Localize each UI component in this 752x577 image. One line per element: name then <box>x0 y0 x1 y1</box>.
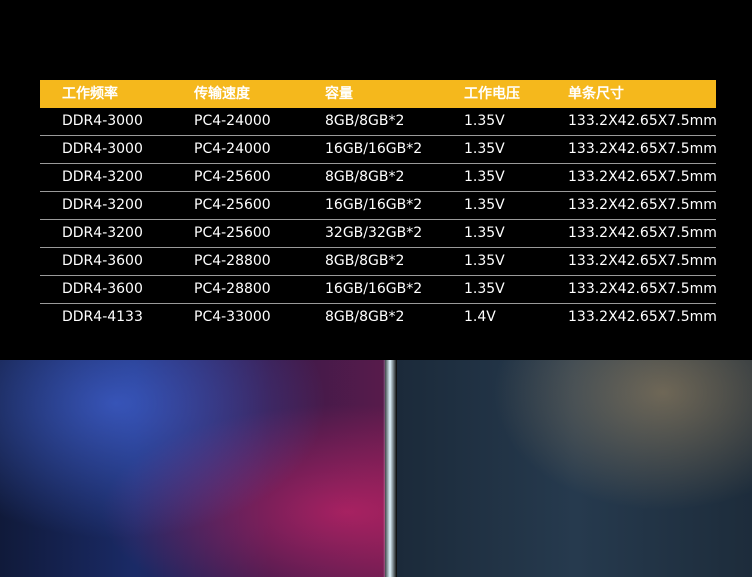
table-body: DDR4-3000 PC4-24000 8GB/8GB*2 1.35V 133.2X42… <box>40 108 717 331</box>
header-frequency: 工作频率 <box>62 86 118 102</box>
header-module-size: 单条尺寸 <box>568 86 624 102</box>
header-capacity: 容量 <box>325 86 353 102</box>
cell-voltage: 1.35V <box>464 113 505 129</box>
cell-voltage: 1.35V <box>464 253 505 269</box>
table-row: DDR4-4133 PC4-33000 8GB/8GB*2 1.4V 133.2X42.… <box>40 304 717 331</box>
cell-transfer-speed: PC4-25600 <box>194 197 271 213</box>
cell-frequency: DDR4-3600 <box>62 253 143 269</box>
photo-divider <box>383 360 397 577</box>
cell-voltage: 1.35V <box>464 141 505 157</box>
cell-capacity: 8GB/8GB*2 <box>325 253 405 269</box>
cell-capacity: 32GB/32GB*2 <box>325 225 423 241</box>
table-row: DDR4-3200 PC4-25600 16GB/16GB*2 1.35V 133.2X… <box>40 192 717 220</box>
gamer-photo <box>0 360 385 577</box>
cell-frequency: DDR4-3000 <box>62 113 143 129</box>
cell-frequency: DDR4-3600 <box>62 281 143 297</box>
cell-capacity: 8GB/8GB*2 <box>325 169 405 185</box>
cell-frequency: DDR4-3200 <box>62 197 143 213</box>
table-row: DDR4-3600 PC4-28800 8GB/8GB*2 1.35V 133.2X42… <box>40 248 717 276</box>
cell-voltage: 1.35V <box>464 197 505 213</box>
cell-transfer-speed: PC4-28800 <box>194 281 271 297</box>
cell-voltage: 1.4V <box>464 309 496 325</box>
header-voltage: 工作电压 <box>464 86 520 102</box>
cell-transfer-speed: PC4-25600 <box>194 225 271 241</box>
cell-frequency: DDR4-3200 <box>62 225 143 241</box>
cell-capacity: 8GB/8GB*2 <box>325 113 405 129</box>
cell-capacity: 16GB/16GB*2 <box>325 141 423 157</box>
cell-transfer-speed: PC4-25600 <box>194 169 271 185</box>
cell-module-size: 133.2X42.65X7.5mm <box>568 141 717 157</box>
video-editor-photo <box>397 360 752 577</box>
spec-table: 工作频率 传输速度 容量 工作电压 单条尺寸 DDR4-3000 PC4-2400… <box>40 80 717 331</box>
cell-module-size: 133.2X42.65X7.5mm <box>568 253 717 269</box>
cell-module-size: 133.2X42.65X7.5mm <box>568 197 717 213</box>
cell-module-size: 133.2X42.65X7.5mm <box>568 225 717 241</box>
table-row: DDR4-3000 PC4-24000 16GB/16GB*2 1.35V 133.2X… <box>40 136 717 164</box>
table-header: 工作频率 传输速度 容量 工作电压 单条尺寸 <box>40 80 716 108</box>
cell-transfer-speed: PC4-24000 <box>194 113 271 129</box>
table-row: DDR4-3200 PC4-25600 8GB/8GB*2 1.35V 133.2X42… <box>40 164 717 192</box>
cell-capacity: 8GB/8GB*2 <box>325 309 405 325</box>
promo-photo-banner <box>0 360 752 577</box>
cell-voltage: 1.35V <box>464 225 505 241</box>
cell-transfer-speed: PC4-24000 <box>194 141 271 157</box>
cell-module-size: 133.2X42.65X7.5mm <box>568 309 717 325</box>
cell-module-size: 133.2X42.65X7.5mm <box>568 113 717 129</box>
cell-frequency: DDR4-3200 <box>62 169 143 185</box>
cell-frequency: DDR4-4133 <box>62 309 143 325</box>
cell-voltage: 1.35V <box>464 281 505 297</box>
header-transfer-speed: 传输速度 <box>194 86 250 102</box>
cell-module-size: 133.2X42.65X7.5mm <box>568 281 717 297</box>
table-row: DDR4-3000 PC4-24000 8GB/8GB*2 1.35V 133.2X42… <box>40 108 717 136</box>
table-row: DDR4-3600 PC4-28800 16GB/16GB*2 1.35V 133.2X… <box>40 276 717 304</box>
spec-panel: 工作频率 传输速度 容量 工作电压 单条尺寸 DDR4-3000 PC4-2400… <box>40 80 717 331</box>
cell-module-size: 133.2X42.65X7.5mm <box>568 169 717 185</box>
cell-voltage: 1.35V <box>464 169 505 185</box>
cell-transfer-speed: PC4-33000 <box>194 309 271 325</box>
cell-frequency: DDR4-3000 <box>62 141 143 157</box>
cell-capacity: 16GB/16GB*2 <box>325 197 423 213</box>
cell-capacity: 16GB/16GB*2 <box>325 281 423 297</box>
cell-transfer-speed: PC4-28800 <box>194 253 271 269</box>
table-row: DDR4-3200 PC4-25600 32GB/32GB*2 1.35V 133.2X… <box>40 220 717 248</box>
